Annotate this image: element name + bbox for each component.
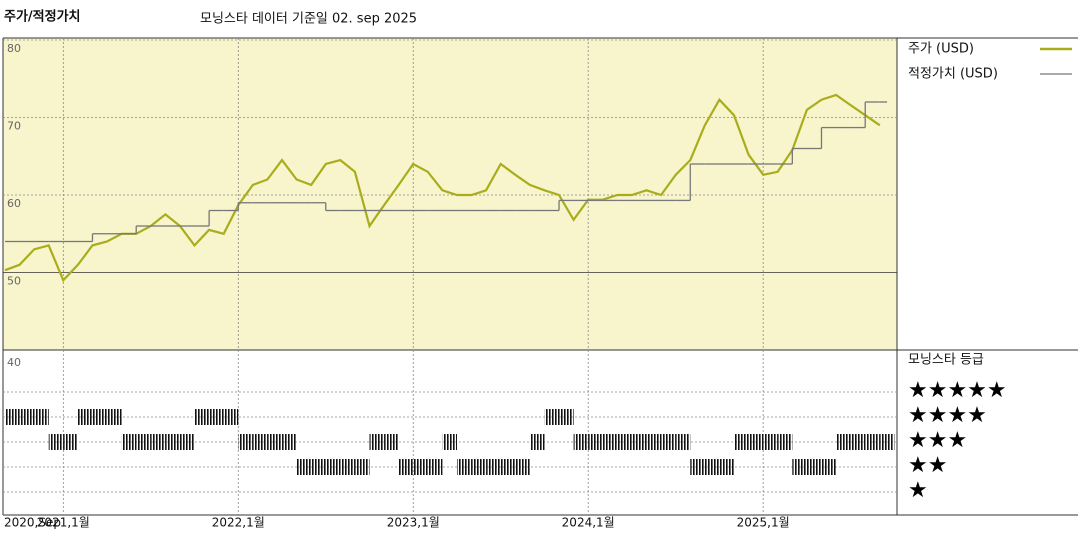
- x-tick-label: 2024,1월: [562, 516, 615, 530]
- rating-bar: [252, 434, 268, 450]
- rating-bar: [879, 434, 895, 450]
- rating-bar: [515, 459, 530, 475]
- rating-bar: [77, 409, 93, 425]
- chart-subtitle: 모닝스타 데이터 기준일 02. sep 2025: [200, 12, 417, 27]
- rating-legend: ★: [908, 478, 928, 503]
- rating-bar: [792, 459, 807, 475]
- rating-legend: ★★: [908, 453, 947, 478]
- rating-bar: [194, 409, 210, 425]
- legend-label: 적정가치 (USD): [908, 67, 998, 82]
- x-tick-label: 2021,1월: [37, 516, 90, 530]
- rating-title: 모닝스타 등급: [908, 353, 984, 368]
- rating-bar: [311, 459, 326, 475]
- rating-bar: [806, 459, 822, 475]
- rating-bar: [602, 434, 618, 450]
- rating-bar: [631, 434, 647, 450]
- rating-bar: [777, 434, 793, 450]
- rating-legend: ★★★★: [908, 403, 987, 428]
- rating-bar: [267, 434, 283, 450]
- rating-bar: [690, 459, 705, 475]
- rating-axis-label: 40: [7, 356, 21, 369]
- chart-title: 주가/적정가치: [4, 9, 81, 25]
- rating-bar: [836, 434, 851, 450]
- rating-bar: [121, 434, 137, 450]
- rating-bar: [92, 409, 108, 425]
- rating-bar: [588, 434, 603, 450]
- rating-legend: ★★★: [908, 428, 967, 453]
- rating-bar: [282, 434, 297, 450]
- rating-bar: [442, 434, 457, 450]
- rating-bar: [456, 459, 472, 475]
- y-tick-label: 60: [7, 197, 21, 210]
- rating-bar: [384, 434, 399, 450]
- rating-bar: [354, 459, 370, 475]
- rating-bar: [471, 459, 487, 475]
- rating-bar: [5, 409, 20, 425]
- rating-bar: [398, 459, 414, 475]
- rating-legend: ★★★★★: [908, 378, 1007, 403]
- plot-background: [3, 38, 897, 350]
- rating-bar: [486, 459, 501, 475]
- x-tick-label: 2020,Sep: [4, 516, 61, 530]
- rating-bar: [48, 434, 64, 450]
- rating-bar: [850, 434, 866, 450]
- x-tick-label: 2023,1월: [387, 516, 440, 530]
- rating-bar: [209, 409, 224, 425]
- rating-bar: [150, 434, 166, 450]
- legend-label: 주가 (USD): [908, 42, 974, 57]
- rating-bar: [719, 459, 734, 475]
- rating-bar: [223, 409, 239, 425]
- rating-bar: [573, 434, 589, 450]
- rating-bar: [529, 434, 545, 450]
- rating-bar: [34, 409, 49, 425]
- rating-bar: [63, 434, 78, 450]
- rating-bar: [427, 459, 443, 475]
- rating-bar: [763, 434, 778, 450]
- rating-bar: [559, 409, 574, 425]
- rating-bar: [675, 434, 691, 450]
- rating-bar: [500, 459, 516, 475]
- rating-bar: [238, 434, 253, 450]
- rating-bar: [107, 409, 122, 425]
- rating-bar: [646, 434, 662, 450]
- rating-bar: [704, 459, 720, 475]
- x-tick-label: 2022,1월: [212, 516, 265, 530]
- rating-bar: [296, 459, 312, 475]
- x-tick-label: 2025,1월: [737, 516, 790, 530]
- rating-bar: [165, 434, 180, 450]
- y-tick-label: 70: [7, 120, 21, 133]
- rating-bar: [734, 434, 749, 450]
- rating-bar: [369, 434, 385, 450]
- rating-bar: [748, 434, 764, 450]
- rating-bar: [544, 409, 560, 425]
- rating-bar: [136, 434, 151, 450]
- rating-bar: [340, 459, 355, 475]
- rating-bar: [617, 434, 632, 450]
- rating-bar: [661, 434, 676, 450]
- rating-bar: [821, 459, 837, 475]
- rating-bar: [865, 434, 880, 450]
- rating-bar: [325, 459, 341, 475]
- y-tick-label: 50: [7, 275, 21, 288]
- rating-bar: [19, 409, 35, 425]
- rating-bar: [179, 434, 195, 450]
- rating-bar: [413, 459, 428, 475]
- y-tick-label: 80: [7, 42, 21, 55]
